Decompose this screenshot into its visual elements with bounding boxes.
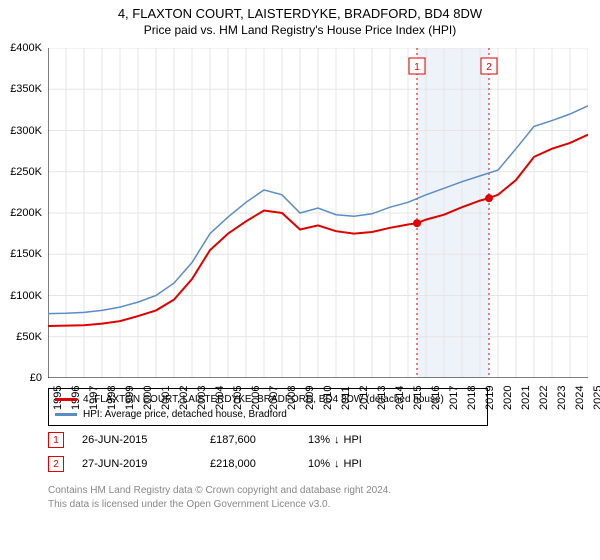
legend-row-price: 4, FLAXTON COURT, LAISTERDYKE, BRADFORD,… <box>55 392 481 407</box>
legend-box: 4, FLAXTON COURT, LAISTERDYKE, BRADFORD,… <box>48 388 488 426</box>
line-chart-svg: 12 <box>48 48 588 378</box>
marker-box-2: 2 <box>48 456 64 472</box>
chart-area: 12 £0£50K£100K£150K£200K£250K£300K£350K£… <box>48 48 588 378</box>
legend-label-price: 4, FLAXTON COURT, LAISTERDYKE, BRADFORD,… <box>83 392 444 407</box>
marker-date-2: 27-JUN-2019 <box>82 458 192 470</box>
y-tick-label: £100K <box>0 290 42 302</box>
footer-line1: Contains HM Land Registry data © Crown c… <box>48 484 391 498</box>
y-tick-label: £250K <box>0 166 42 178</box>
legend-swatch-hpi <box>55 413 77 416</box>
marker-row-1: 1 26-JUN-2015 £187,600 13% ↓ HPI <box>48 428 408 452</box>
title-block: 4, FLAXTON COURT, LAISTERDYKE, BRADFORD,… <box>0 0 600 38</box>
down-arrow-icon: ↓ <box>334 434 340 446</box>
y-tick-label: £300K <box>0 125 42 137</box>
title-subtitle: Price paid vs. HM Land Registry's House … <box>0 23 600 39</box>
y-tick-label: £200K <box>0 207 42 219</box>
legend-row-hpi: HPI: Average price, detached house, Brad… <box>55 407 481 422</box>
marker-table: 1 26-JUN-2015 £187,600 13% ↓ HPI 2 27-JU… <box>48 428 408 476</box>
svg-text:2: 2 <box>486 62 492 73</box>
marker-price-1: £187,600 <box>210 434 290 446</box>
marker-box-1: 1 <box>48 432 64 448</box>
footer-line2: This data is licensed under the Open Gov… <box>48 498 391 512</box>
legend-label-hpi: HPI: Average price, detached house, Brad… <box>83 407 287 422</box>
y-tick-label: £0 <box>0 372 42 384</box>
marker-delta-1: 13% ↓ HPI <box>308 434 408 446</box>
marker-delta-2: 10% ↓ HPI <box>308 458 408 470</box>
y-tick-label: £50K <box>0 331 42 343</box>
y-tick-label: £150K <box>0 248 42 260</box>
marker-date-1: 26-JUN-2015 <box>82 434 192 446</box>
down-arrow-icon: ↓ <box>334 458 340 470</box>
marker-num-1: 1 <box>53 435 59 446</box>
title-address: 4, FLAXTON COURT, LAISTERDYKE, BRADFORD,… <box>0 6 600 23</box>
svg-text:1: 1 <box>414 62 420 73</box>
y-tick-label: £350K <box>0 83 42 95</box>
chart-container: 4, FLAXTON COURT, LAISTERDYKE, BRADFORD,… <box>0 0 600 560</box>
legend-swatch-price <box>55 398 77 401</box>
footer-attribution: Contains HM Land Registry data © Crown c… <box>48 484 391 511</box>
marker-num-2: 2 <box>53 459 59 470</box>
marker-row-2: 2 27-JUN-2019 £218,000 10% ↓ HPI <box>48 452 408 476</box>
marker-price-2: £218,000 <box>210 458 290 470</box>
y-tick-label: £400K <box>0 42 42 54</box>
